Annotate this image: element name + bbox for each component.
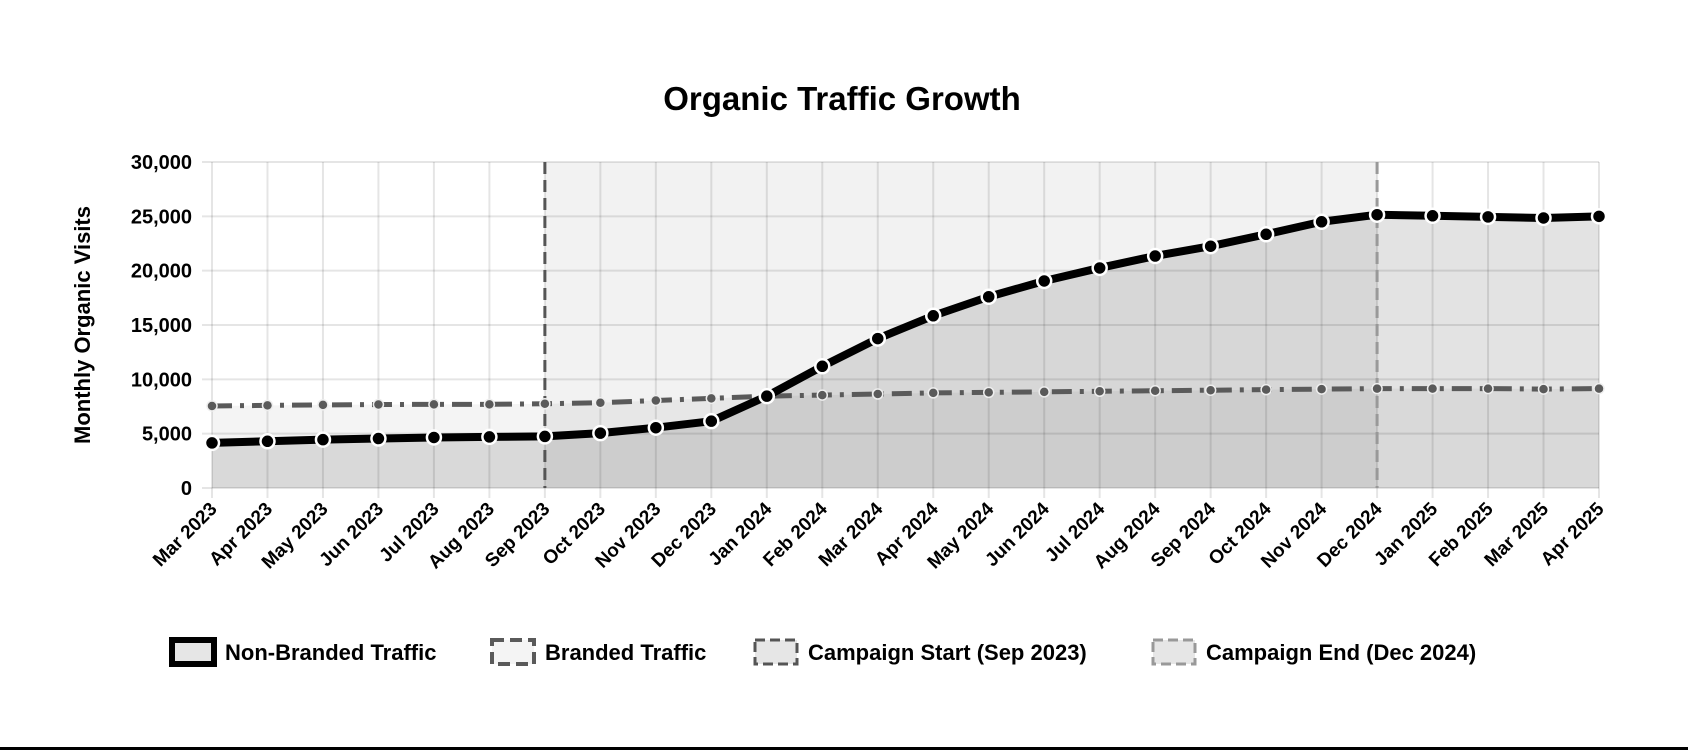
legend-swatch bbox=[169, 637, 217, 667]
branded-area-fill bbox=[212, 388, 1599, 488]
non-branded-data-point bbox=[1091, 259, 1108, 277]
non-branded-data-point bbox=[1479, 208, 1497, 226]
y-tick-label: 10,000 bbox=[131, 369, 192, 391]
bottom-border bbox=[0, 747, 1688, 750]
y-axis-label: Monthly Organic Visits bbox=[70, 206, 95, 444]
legend-swatch bbox=[1151, 638, 1197, 666]
non-branded-data-point bbox=[1146, 247, 1164, 265]
branded-data-point bbox=[206, 400, 218, 412]
branded-data-point bbox=[650, 394, 662, 407]
non-branded-traffic-line bbox=[211, 210, 1600, 447]
non-branded-data-point bbox=[647, 419, 665, 436]
branded-data-point bbox=[1038, 386, 1050, 398]
non-branded-data-point bbox=[481, 428, 498, 446]
branded-data-point bbox=[705, 392, 718, 405]
branded-data-point bbox=[1149, 384, 1161, 397]
y-tick-label: 25,000 bbox=[131, 206, 192, 228]
non-branded-data-point bbox=[1424, 207, 1441, 225]
branded-data-point bbox=[1482, 382, 1494, 395]
branded-data-point bbox=[1371, 382, 1383, 395]
non-branded-data-point bbox=[203, 434, 221, 452]
branded-traffic-line bbox=[211, 386, 1600, 409]
non-branded-data-point bbox=[869, 330, 887, 347]
branded-data-point bbox=[1593, 382, 1605, 395]
branded-data-point bbox=[872, 388, 884, 400]
branded-data-point bbox=[539, 398, 551, 410]
branded-data-point bbox=[816, 389, 829, 401]
non-branded-data-point bbox=[259, 433, 276, 450]
legend-label: Branded Traffic bbox=[545, 640, 706, 665]
branded-data-point bbox=[261, 399, 274, 412]
y-tick-label: 15,000 bbox=[131, 315, 192, 337]
y-tick-label: 0 bbox=[181, 478, 192, 500]
non-branded-data-point bbox=[1590, 208, 1608, 225]
branded-data-point bbox=[982, 386, 995, 399]
branded-data-point bbox=[483, 398, 496, 411]
y-tick-label: 5,000 bbox=[142, 424, 192, 446]
legend-label: Non-Branded Traffic bbox=[225, 640, 436, 665]
branded-data-point bbox=[372, 398, 385, 411]
non-branded-area-fill bbox=[212, 214, 1599, 488]
non-branded-data-point bbox=[1202, 237, 1219, 255]
branded-data-point bbox=[1537, 383, 1550, 395]
y-tick-label: 20,000 bbox=[131, 261, 192, 283]
campaign-shaded-band bbox=[544, 162, 1378, 488]
legend-item: Branded Traffic bbox=[490, 638, 706, 666]
non-branded-data-point bbox=[1257, 226, 1275, 243]
branded-data-point bbox=[1093, 385, 1106, 398]
non-branded-data-point bbox=[1368, 206, 1386, 223]
branded-data-point bbox=[1426, 382, 1439, 395]
legend-item: Campaign End (Dec 2024) bbox=[1151, 638, 1476, 666]
branded-data-point bbox=[927, 387, 939, 399]
legend-item: Non-Branded Traffic bbox=[169, 637, 436, 667]
legend-item: Campaign Start (Sep 2023) bbox=[753, 638, 1087, 666]
non-branded-data-point bbox=[370, 430, 387, 447]
non-branded-data-point bbox=[592, 424, 609, 442]
branded-data-point bbox=[317, 399, 329, 411]
non-branded-data-point bbox=[1035, 272, 1053, 290]
non-branded-data-point bbox=[814, 358, 831, 375]
branded-data-point bbox=[1204, 384, 1217, 396]
legend-label: Campaign Start (Sep 2023) bbox=[808, 640, 1087, 665]
non-branded-data-point bbox=[1535, 209, 1552, 227]
branded-data-point bbox=[1260, 383, 1272, 396]
non-branded-data-point bbox=[314, 431, 332, 448]
non-branded-data-point bbox=[703, 412, 720, 430]
y-tick-label: 30,000 bbox=[131, 152, 192, 174]
non-branded-data-point bbox=[758, 387, 776, 405]
branded-data-point bbox=[1315, 383, 1328, 395]
legend-label: Campaign End (Dec 2024) bbox=[1206, 640, 1476, 665]
non-branded-data-point bbox=[425, 429, 443, 446]
legend-swatch bbox=[753, 638, 799, 666]
legend-swatch bbox=[490, 638, 536, 666]
branded-data-point bbox=[428, 398, 440, 411]
non-branded-data-point bbox=[924, 307, 942, 325]
legend: Non-Branded Traffic Branded Traffic Campai… bbox=[169, 637, 1476, 667]
chart-title: Organic Traffic Growth bbox=[663, 80, 1021, 117]
non-branded-data-point bbox=[980, 288, 997, 305]
non-branded-data-point bbox=[536, 428, 554, 445]
branded-data-point bbox=[594, 396, 607, 409]
non-branded-data-point bbox=[1313, 213, 1330, 231]
